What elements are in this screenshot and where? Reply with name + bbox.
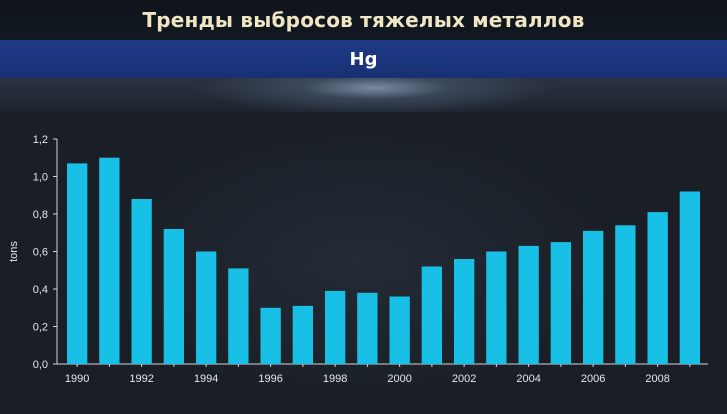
x-tick-label: 1994 [194, 373, 218, 385]
y-tick-label: 0,2 [33, 322, 48, 334]
x-tick-label: 2008 [645, 373, 669, 385]
y-axis-label: tons [8, 241, 20, 262]
bar-1995 [228, 268, 249, 364]
bar-2007 [615, 225, 636, 365]
bar-2002 [454, 259, 475, 364]
bar-2000 [389, 296, 410, 364]
y-tick-label: 0,6 [33, 247, 48, 259]
bar-2004 [518, 245, 539, 364]
bar-1996 [260, 307, 281, 365]
y-tick-label: 0,8 [33, 209, 48, 221]
bar-1994 [196, 251, 217, 364]
y-tick-label: 1,2 [33, 134, 48, 146]
bar-1998 [325, 290, 346, 364]
x-tick-label: 1990 [65, 373, 89, 385]
bar-2001 [421, 266, 442, 364]
chart-area: 0,0 0,2 0,4 0,6 0,8 1,0 1,2 tons 1990 1992 1994 199… [0, 112, 727, 414]
y-tick-label: 1,0 [33, 172, 48, 184]
bar-chart: 0,0 0,2 0,4 0,6 0,8 1,0 1,2 tons 1990 1992 1994 199… [8, 134, 708, 385]
bar-1991 [99, 157, 120, 364]
chart-subtitle: Hg [349, 48, 378, 70]
x-tick-label: 1996 [258, 373, 282, 385]
y-tick-label: 0,0 [33, 359, 48, 371]
bar-1997 [292, 305, 313, 364]
bar-1993 [163, 229, 184, 364]
bar-2003 [486, 251, 507, 364]
x-tick-label: 1992 [129, 373, 153, 385]
decorative-glow-band [0, 78, 727, 112]
bar-2005 [550, 242, 571, 364]
bar-2008 [647, 212, 668, 364]
bar-1990 [67, 163, 88, 364]
subtitle-bar: Hg [0, 40, 727, 78]
page-title: Тренды выбросов тяжелых металлов [142, 8, 585, 32]
x-tick-label: 2004 [516, 373, 540, 385]
x-tick-label: 1998 [323, 373, 347, 385]
bar-2009 [679, 191, 700, 364]
title-bar: Тренды выбросов тяжелых металлов [0, 0, 727, 40]
bar-1999 [357, 292, 378, 365]
y-tick-label: 0,4 [33, 284, 48, 296]
bar-2006 [583, 230, 604, 364]
x-tick-label: 2006 [581, 373, 605, 385]
bar-1992 [131, 199, 152, 364]
x-tick-label: 2002 [452, 373, 476, 385]
x-tick-label: 2000 [387, 373, 411, 385]
